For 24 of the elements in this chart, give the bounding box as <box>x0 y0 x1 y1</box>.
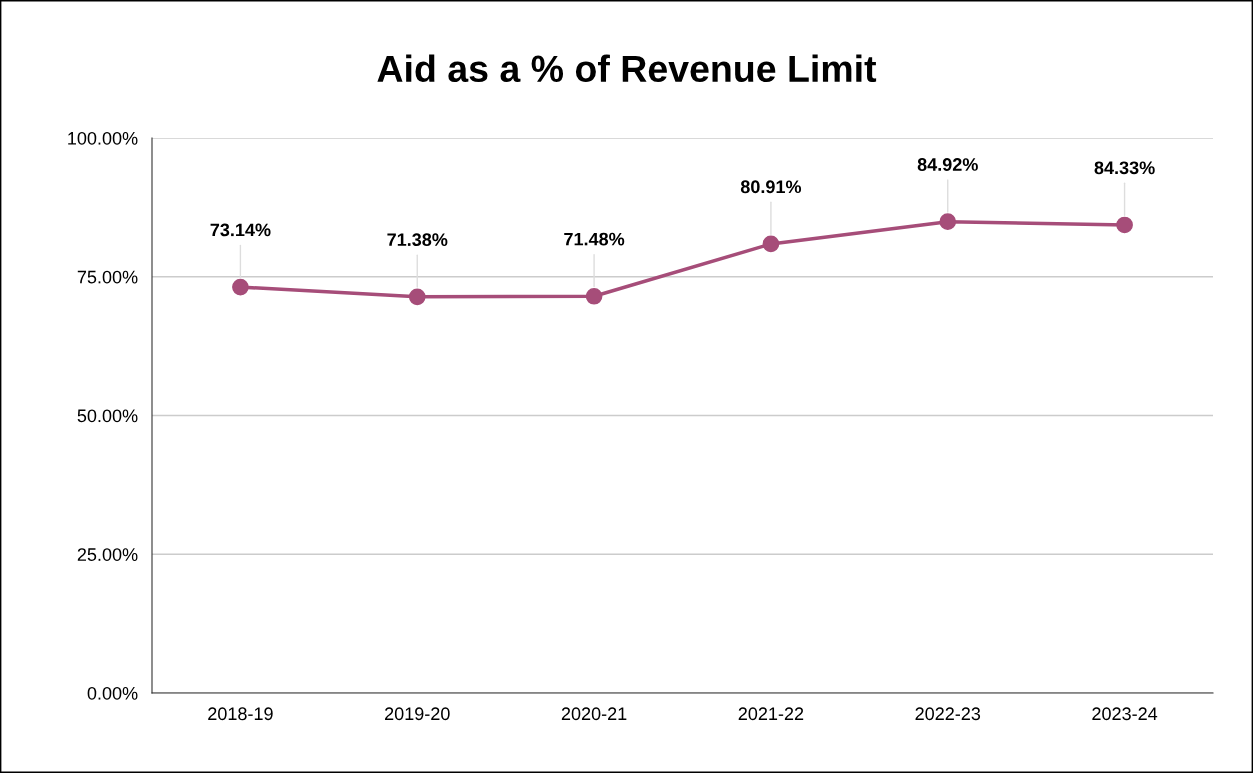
y-tick-label: 75.00% <box>77 270 138 284</box>
point <box>1116 216 1133 234</box>
x-tick-label: 2022-23 <box>915 707 981 721</box>
data-label: 71.48% <box>564 232 625 246</box>
data-label: 84.33% <box>1094 161 1155 175</box>
y-tick-label: 0.00% <box>87 686 138 700</box>
point <box>408 288 426 306</box>
x-tick-label: 2019-20 <box>385 707 450 721</box>
y-tick-label: 50.00% <box>77 409 138 423</box>
point <box>939 213 957 231</box>
chart-title: Aid as a % of Revenue Limit <box>377 54 877 83</box>
x-tick-label: 2023-24 <box>1092 707 1158 721</box>
x-tick-label: 2021-22 <box>738 707 804 721</box>
point <box>585 287 603 305</box>
data-label: 73.14% <box>210 223 271 237</box>
data-label: 80.91% <box>740 180 802 194</box>
x-tick-label: 2020-21 <box>561 707 627 721</box>
data-label: 71.38% <box>387 233 448 247</box>
data-label: 84.92% <box>917 158 978 171</box>
point <box>762 235 780 253</box>
point <box>232 278 249 296</box>
y-tick-label: 100.00% <box>68 131 138 145</box>
x-tick-label: 2018-19 <box>208 707 273 721</box>
y-tick-label: 25.00% <box>77 548 138 561</box>
